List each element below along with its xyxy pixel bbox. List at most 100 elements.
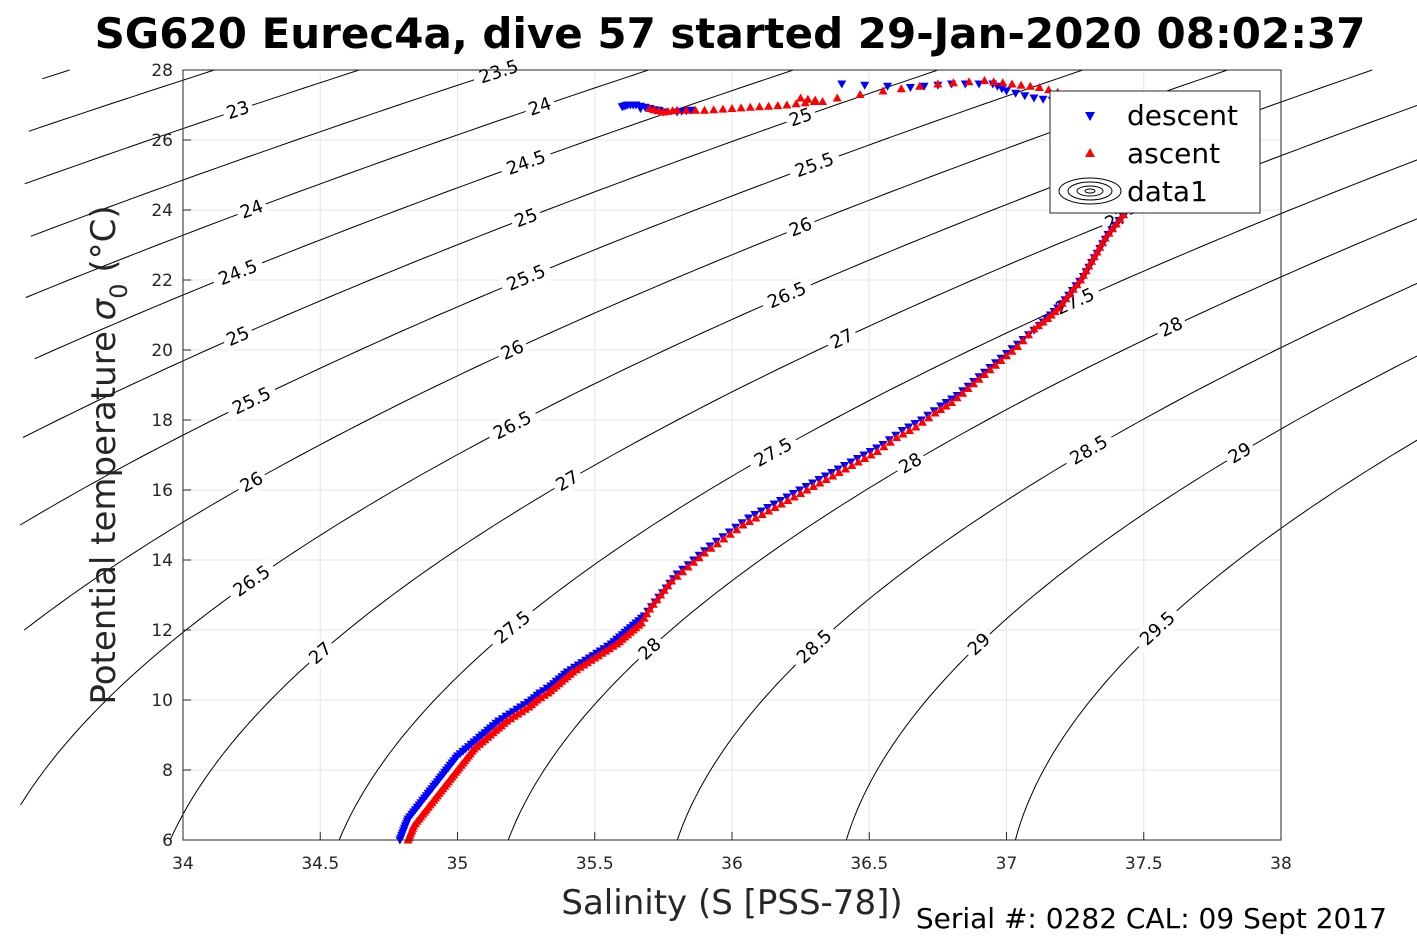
- ascent-marker: [866, 450, 876, 459]
- legend-contour: data1: [1127, 175, 1208, 208]
- ascent-marker: [1007, 346, 1017, 355]
- descent-marker: [763, 504, 773, 512]
- ascent-marker: [1038, 317, 1048, 326]
- y-label-subscript: 0: [105, 283, 133, 298]
- contour-line: [30, 69, 504, 237]
- descent-marker: [1002, 87, 1011, 96]
- ascent-marker: [1013, 342, 1022, 350]
- legend[interactable]: descent ascent data1: [1049, 90, 1261, 214]
- ascent-marker: [1089, 252, 1099, 261]
- contour-label-bg: [484, 403, 541, 447]
- ascent-marker: [689, 557, 699, 566]
- x-tick-label: 34: [172, 854, 194, 874]
- ascent-marker: [841, 464, 850, 473]
- ascent-marker: [745, 102, 755, 111]
- ascent-marker: [818, 97, 828, 105]
- x-tick-label: 37.5: [1125, 854, 1163, 874]
- ascent-marker: [808, 482, 818, 490]
- ascent-marker: [509, 711, 519, 720]
- ascent-marker: [941, 401, 951, 410]
- ascent-marker: [517, 707, 527, 716]
- ascent-marker: [732, 525, 742, 534]
- descent-marker: [636, 105, 645, 113]
- ascent-marker: [1018, 336, 1028, 345]
- ascent-marker: [656, 590, 666, 599]
- contour-label-bg: [1060, 427, 1117, 473]
- y-tick-label: 8: [162, 761, 173, 781]
- descent-marker: [860, 81, 870, 90]
- ascent-marker: [815, 478, 825, 487]
- ascent-marker: [751, 513, 761, 522]
- x-axis-label: Salinity (S [PSS-78]): [561, 883, 902, 923]
- ascent-marker: [933, 79, 943, 88]
- y-tick-label: 26: [151, 131, 173, 151]
- ascent-marker: [952, 393, 962, 402]
- contour-label-bg: [891, 446, 929, 481]
- ascent-marker: [1111, 219, 1121, 228]
- ascent-marker: [506, 714, 516, 723]
- ascent-marker: [782, 100, 792, 109]
- ascent-marker: [536, 693, 546, 702]
- ascent-marker: [885, 437, 895, 446]
- ascent-marker: [1025, 81, 1035, 90]
- descent-marker: [833, 465, 843, 474]
- ascent-marker: [1029, 324, 1039, 333]
- contour-label-bg: [470, 53, 527, 91]
- y-tick-label: 24: [151, 201, 173, 221]
- ascent-marker: [744, 517, 754, 525]
- ascent-marker: [958, 388, 968, 397]
- ascent-marker: [601, 646, 611, 655]
- ascent-marker: [936, 405, 946, 413]
- x-tick-label: 37: [996, 854, 1018, 874]
- contour-label-bg: [223, 379, 280, 423]
- legend-descent: descent: [1127, 99, 1238, 132]
- contour-label-bg: [782, 211, 819, 243]
- ascent-marker: [947, 398, 957, 406]
- contour-label-bg: [233, 465, 271, 500]
- descent-marker: [617, 103, 627, 112]
- ascent-marker: [757, 510, 767, 518]
- ascent-marker: [672, 571, 682, 580]
- ascent-marker: [834, 468, 844, 476]
- ascent-marker: [855, 90, 865, 98]
- descent-marker: [846, 458, 856, 467]
- ascent-marker: [709, 105, 719, 114]
- ascent-marker: [513, 709, 523, 718]
- ascent-marker: [1108, 224, 1118, 233]
- ascent-marker: [1057, 298, 1067, 307]
- y-tick-label: 28: [151, 61, 173, 81]
- descent-marker: [905, 84, 915, 92]
- contour-label-bg: [548, 463, 586, 498]
- contour-label-bg: [508, 202, 545, 234]
- ascent-marker: [1034, 321, 1043, 329]
- ascent-marker: [832, 93, 842, 102]
- contour-label-bg: [485, 602, 540, 653]
- ascent-marker: [998, 78, 1008, 87]
- contour-label-bg: [631, 630, 669, 668]
- descent-marker: [837, 80, 847, 89]
- ascent-marker: [690, 105, 700, 114]
- ascent-marker: [667, 576, 677, 585]
- ascent-marker: [1104, 228, 1114, 237]
- ascent-marker: [1016, 80, 1026, 89]
- ascent-marker: [898, 429, 908, 438]
- contour-label-bg: [758, 274, 816, 316]
- ascent-marker: [568, 667, 578, 676]
- descent-marker: [686, 106, 696, 115]
- ascent-marker: [915, 81, 925, 90]
- contour-label-bg: [1152, 310, 1190, 344]
- ascent-marker: [502, 716, 512, 725]
- ascent-marker: [764, 506, 774, 515]
- ascent-marker: [796, 489, 806, 497]
- contour-label-bg: [787, 620, 841, 673]
- ascent-marker: [964, 77, 974, 86]
- ascent-marker: [1054, 303, 1064, 312]
- contour-line: [676, 282, 1417, 841]
- y-tick-label: 20: [151, 341, 173, 361]
- descent-marker: [840, 462, 849, 470]
- ascent-marker: [636, 618, 646, 627]
- ascent-marker: [969, 379, 979, 388]
- ascent-marker: [1092, 247, 1102, 256]
- ascent-marker: [991, 360, 1000, 369]
- ascent-marker: [706, 543, 716, 552]
